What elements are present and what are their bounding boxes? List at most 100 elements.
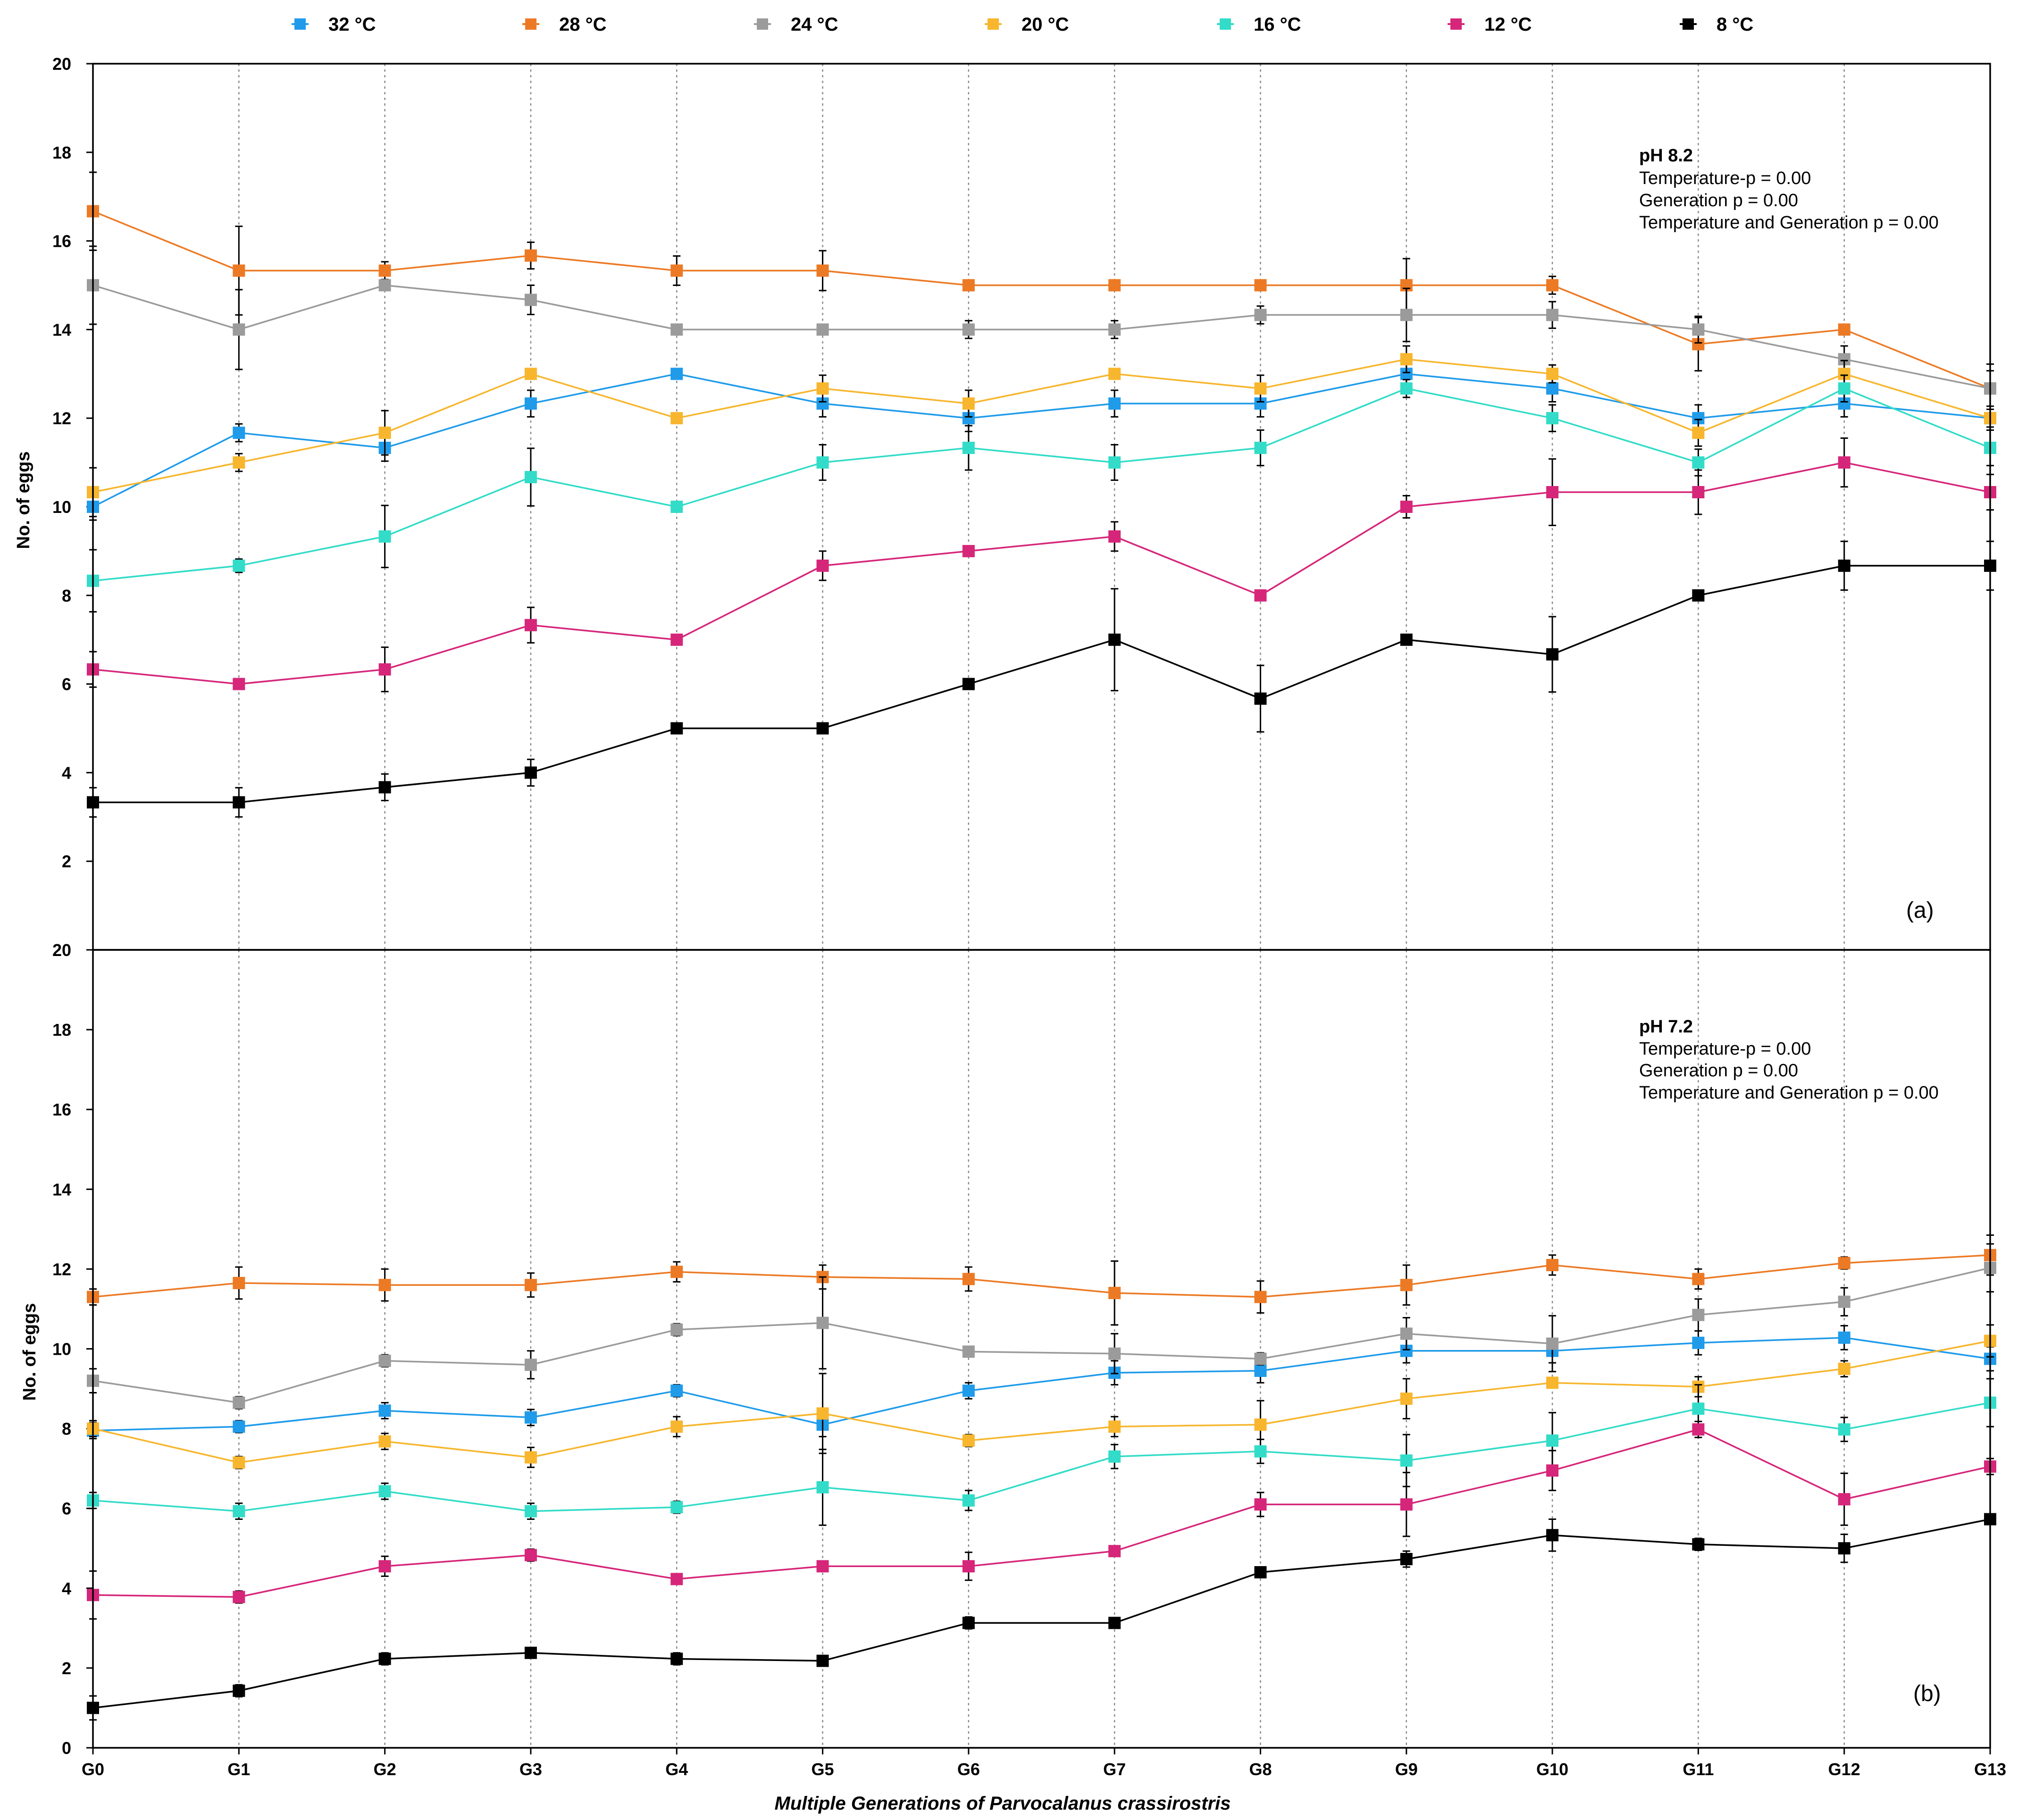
- data-point: [1108, 530, 1121, 543]
- legend-label: 28 °C: [559, 14, 607, 35]
- data-point: [1108, 279, 1121, 292]
- data-point: [1108, 633, 1121, 646]
- data-point: [1546, 1376, 1559, 1389]
- data-point: [1254, 1498, 1267, 1511]
- y-tick-label: 6: [62, 1499, 71, 1518]
- data-point: [233, 1685, 245, 1697]
- data-point: [1254, 1352, 1267, 1365]
- data-point: [1838, 382, 1851, 395]
- data-point: [962, 1434, 975, 1447]
- data-point: [1692, 1402, 1705, 1415]
- panel-b-stats-line: Generation p = 0.00: [1639, 1061, 1798, 1081]
- data-point: [233, 264, 245, 277]
- data-point: [1838, 1542, 1851, 1555]
- data-point: [1254, 1365, 1267, 1377]
- legend-swatch-marker: [1220, 18, 1231, 30]
- data-point: [1838, 1493, 1851, 1506]
- data-point: [670, 1573, 683, 1585]
- series-line: [92, 461, 1991, 685]
- data-point: [1254, 279, 1267, 292]
- data-point: [1692, 589, 1705, 602]
- legend-label: 24 °C: [791, 14, 838, 35]
- axes-frames: [92, 63, 1991, 1749]
- data-point: [1108, 1420, 1121, 1433]
- panel-b-stats-title: pH 7.2: [1639, 1017, 1693, 1037]
- data-point: [962, 323, 975, 336]
- panel-b-y-axis: 0 2 4 6 8 10 12 14 16 18 20: [52, 940, 93, 1758]
- data-point: [1400, 1279, 1413, 1292]
- data-point: [962, 1617, 975, 1629]
- y-tick-label: 14: [52, 320, 71, 339]
- data-point: [1400, 1553, 1413, 1566]
- data-point: [1546, 368, 1559, 380]
- y-tick-label: 10: [52, 1340, 71, 1359]
- data-point: [524, 1359, 537, 1371]
- series-12c: [87, 437, 1996, 693]
- series-32c: [87, 1325, 1996, 1440]
- legend-entry: 16 °C: [1217, 14, 1301, 35]
- data-point: [378, 1404, 391, 1417]
- data-point: [233, 1456, 245, 1469]
- x-tick-label: G13: [1974, 1760, 2006, 1779]
- panel-a-y-axis-title: No. of eggs: [14, 452, 33, 549]
- data-point: [233, 1276, 245, 1289]
- data-point: [962, 397, 975, 410]
- x-tick-label: G11: [1683, 1760, 1714, 1779]
- legend-entry: 32 °C: [292, 14, 376, 35]
- data-point: [816, 264, 829, 277]
- data-point: [1692, 456, 1705, 469]
- data-point: [1108, 1287, 1121, 1300]
- data-point: [1108, 1545, 1121, 1558]
- data-point: [1546, 1464, 1559, 1477]
- data-point: [1254, 1566, 1267, 1578]
- data-point: [1400, 353, 1413, 366]
- x-tick-label: G7: [1103, 1760, 1126, 1779]
- data-point: [670, 1420, 683, 1433]
- data-point: [670, 368, 683, 380]
- data-point: [378, 1354, 391, 1367]
- data-point: [378, 663, 391, 676]
- series-24c: [87, 1243, 1996, 1409]
- data-point: [1838, 1295, 1851, 1308]
- series-8c: [87, 540, 1996, 818]
- data-point: [1254, 692, 1267, 705]
- data-point: [1400, 309, 1413, 321]
- panel-b-y-axis-title: No. of eggs: [20, 1303, 40, 1401]
- data-point: [670, 633, 683, 646]
- data-point: [816, 323, 829, 336]
- data-point: [1546, 1529, 1559, 1542]
- y-tick-label: 2: [62, 852, 71, 871]
- y-tick-label: 14: [52, 1180, 71, 1199]
- data-point: [524, 1646, 537, 1659]
- data-point: [962, 1384, 975, 1397]
- data-point: [816, 1407, 829, 1420]
- data-point: [670, 1384, 683, 1397]
- data-point: [1546, 309, 1559, 321]
- data-point: [670, 323, 683, 336]
- data-point: [1692, 1538, 1705, 1551]
- data-point: [378, 264, 391, 277]
- data-point: [524, 1549, 537, 1561]
- panel-frame: [92, 949, 1991, 1749]
- y-tick-label: 20: [52, 940, 71, 960]
- data-point: [1400, 501, 1413, 513]
- y-tick-label: 16: [52, 1100, 71, 1119]
- data-point: [670, 1323, 683, 1336]
- data-point: [1400, 1498, 1413, 1511]
- data-point: [816, 456, 829, 469]
- data-point: [1838, 456, 1851, 469]
- x-axis-title: Multiple Generations of Parvocalanus cra…: [775, 1793, 1231, 1814]
- data-point: [816, 1560, 829, 1573]
- data-point: [1546, 648, 1559, 661]
- data-point: [378, 427, 391, 439]
- series-line: [92, 1340, 1991, 1464]
- data-point: [1838, 1362, 1851, 1375]
- legend-entry: 8 °C: [1680, 14, 1753, 35]
- data-point: [1108, 397, 1121, 410]
- data-point: [1254, 589, 1267, 602]
- data-point: [1692, 1273, 1705, 1285]
- data-point: [962, 1345, 975, 1358]
- data-point: [1838, 1331, 1851, 1344]
- x-tick-label: G12: [1828, 1760, 1860, 1779]
